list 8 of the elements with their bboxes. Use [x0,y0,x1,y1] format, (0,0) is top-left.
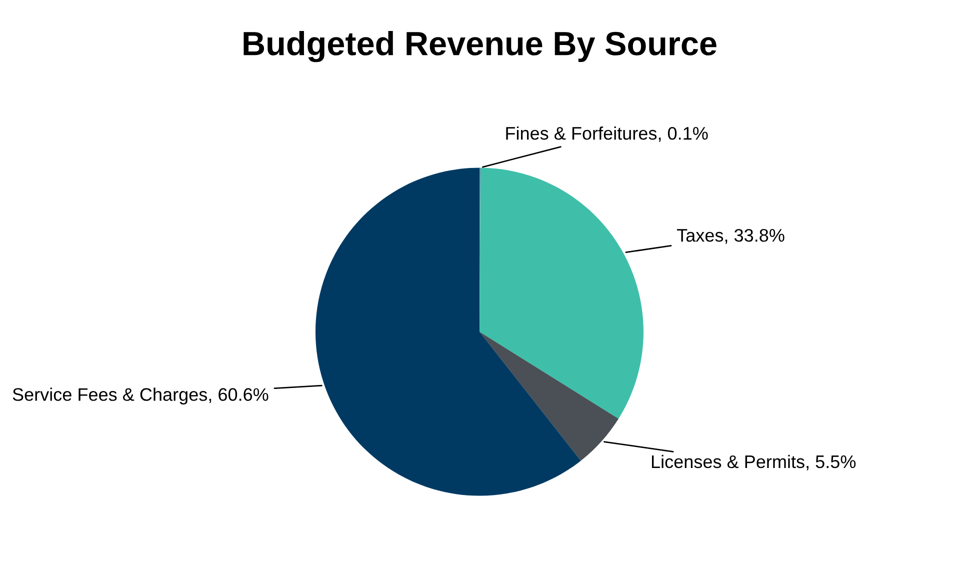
pie-slice [480,168,644,419]
pie-slice [316,168,581,496]
slice-label: Taxes, 33.8% [676,228,784,244]
slice-label: Licenses & Permits, 5.5% [652,454,856,470]
pie-slice [480,332,619,461]
slice-label: Service Fees & Charges, 60.6% [12,388,268,404]
chart-title: Budgeted Revenue By Source [244,30,716,62]
slice-label: Fines & Forfeitures, 0.1% [506,126,708,142]
